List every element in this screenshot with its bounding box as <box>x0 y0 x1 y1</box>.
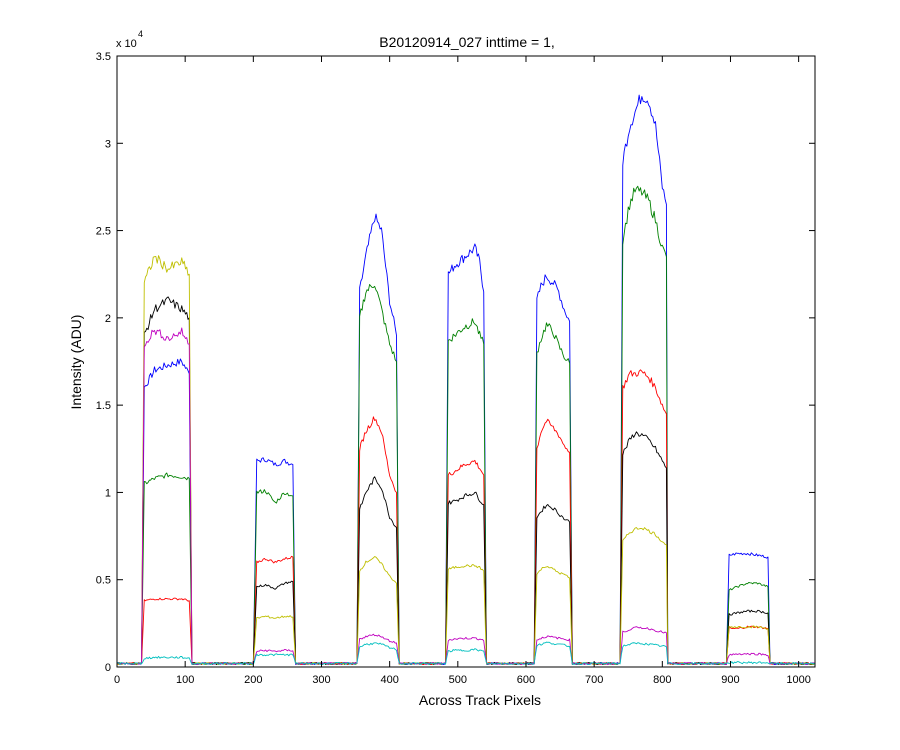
y-tick-label: 0.5 <box>96 575 111 587</box>
x-tick-label: 400 <box>380 674 398 686</box>
y-tick-label: 1.5 <box>96 400 111 412</box>
y-tick-label: 2 <box>105 313 111 325</box>
x-tick-label: 100 <box>176 674 194 686</box>
plot-frame <box>116 55 816 668</box>
series-layer <box>116 94 816 666</box>
x-tick-label: 300 <box>312 674 330 686</box>
y-tick-label: 3.5 <box>96 51 111 63</box>
x-tick-label: 600 <box>517 674 535 686</box>
chart-title: B20120914_027 inttime = 1, <box>379 34 555 50</box>
x-axis-label: Across Track Pixels <box>419 692 541 708</box>
y-multiplier-base: x 10 <box>116 38 137 50</box>
x-tick-label: 0 <box>114 674 120 686</box>
x-tick-label: 1000 <box>786 674 810 686</box>
x-tick-label: 900 <box>721 674 739 686</box>
axes-layer: 0 100 200 300 400 500 600 700 800 900 1000 0 0.5 1 1.5… <box>96 51 816 686</box>
y-tick-label: 1 <box>105 487 111 499</box>
y-multiplier-exponent: 4 <box>138 29 143 39</box>
y-axis-label: Intensity (ADU) <box>68 315 84 410</box>
x-tick-label: 200 <box>244 674 262 686</box>
y-tick-label: 0 <box>105 662 111 674</box>
x-tick-label: 700 <box>585 674 603 686</box>
series-line-7 <box>116 641 816 665</box>
y-tick-label: 3 <box>105 138 111 150</box>
x-tick-label: 800 <box>653 674 671 686</box>
y-tick-label: 2.5 <box>96 226 111 238</box>
x-tick-label: 500 <box>449 674 467 686</box>
